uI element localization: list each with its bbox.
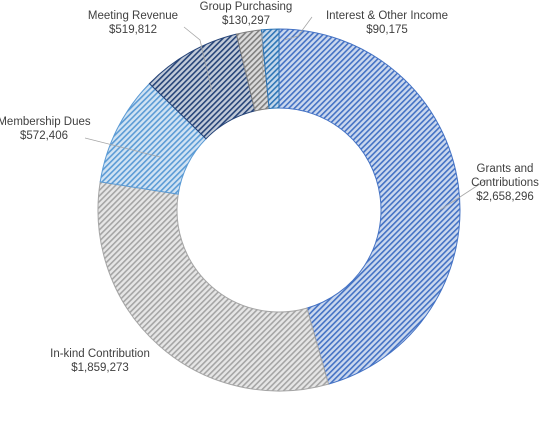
leader-lines bbox=[84, 16, 487, 211]
category-label-meeting-revenue: Meeting Revenue bbox=[88, 10, 178, 22]
category-label-grants-and-contributions: Contributions bbox=[471, 177, 539, 189]
leader-line-interest-and-other-income bbox=[283, 16, 313, 41]
value-label-group-purchasing: $130,297 bbox=[222, 15, 270, 27]
value-label-membership-dues: $572,406 bbox=[20, 130, 68, 142]
category-label-grants-and-contributions: Grants and bbox=[477, 163, 534, 175]
slice-grants-and-contributions bbox=[278, 28, 461, 385]
category-label-membership-dues: Membership Dues bbox=[0, 116, 91, 128]
value-label-in-kind-contribution: $1,859,273 bbox=[71, 362, 129, 374]
leader-line-grants-and-contributions bbox=[439, 179, 487, 211]
value-label-interest-and-other-income: $90,175 bbox=[366, 24, 408, 36]
category-label-in-kind-contribution: In-kind Contribution bbox=[50, 348, 150, 360]
value-label-meeting-revenue: $519,812 bbox=[109, 24, 157, 36]
value-label-grants-and-contributions: $2,658,296 bbox=[476, 191, 534, 203]
leader-line-meeting-revenue bbox=[183, 26, 213, 93]
leader-line-group-purchasing bbox=[261, 31, 264, 83]
category-label-interest-and-other-income: Interest & Other Income bbox=[326, 10, 448, 22]
slice-interest-and-other-income bbox=[260, 28, 280, 110]
category-label-group-purchasing: Group Purchasing bbox=[200, 1, 293, 13]
slice-in-kind-contribution bbox=[97, 181, 330, 392]
data-labels: Grants and Contributions $2,658,296 In-kind… bbox=[0, 1, 539, 374]
doughnut-slices bbox=[97, 28, 461, 392]
leader-line-membership-dues bbox=[84, 137, 161, 158]
